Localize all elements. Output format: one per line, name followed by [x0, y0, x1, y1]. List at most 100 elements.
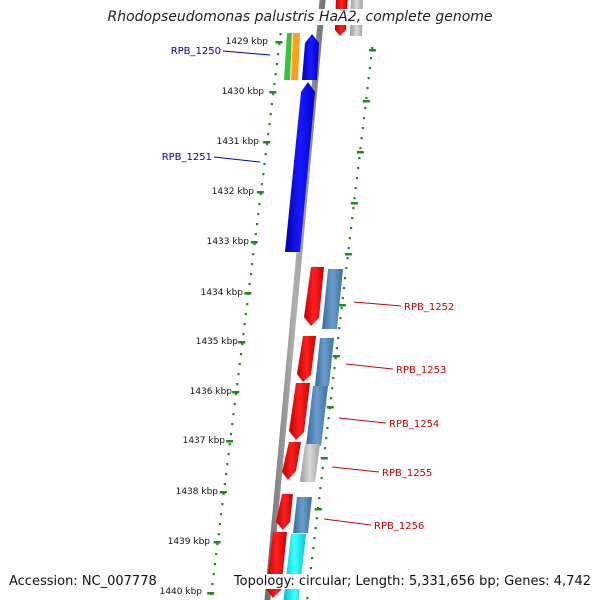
ring-dot: [358, 157, 361, 160]
ring-dot: [277, 53, 280, 56]
dotted-ring-left: [210, 33, 282, 596]
ring-dot: [347, 247, 350, 250]
major-tick: [275, 41, 283, 44]
gene-label-rpb1256[interactable]: RPB_1256: [374, 521, 424, 532]
ring-dot: [368, 67, 371, 70]
ring-dot: [243, 323, 246, 326]
major-tick: [338, 304, 346, 307]
kbp-label-1440: 1440 kbp: [160, 587, 203, 597]
ring-dot: [248, 283, 251, 286]
reverse-features: [266, 267, 343, 600]
major-tick: [356, 151, 364, 154]
ring-dot: [254, 233, 257, 236]
gene-rpb1256-red: [276, 494, 293, 530]
ring-dot: [221, 503, 224, 506]
ring-dot: [318, 497, 321, 500]
major-tick: [244, 292, 252, 295]
ring-dot: [218, 523, 221, 526]
ring-dot: [324, 447, 327, 450]
major-tick: [368, 49, 376, 52]
ring-dot: [353, 197, 356, 200]
gene-rpb1250-body: [302, 34, 319, 80]
ring-dot: [333, 367, 336, 370]
leader-rpb1251: [213, 156, 261, 163]
ring-dot: [365, 97, 368, 100]
ring-dot: [344, 277, 347, 280]
ring-dot: [366, 87, 369, 90]
kbp-label-1434: 1434 kbp: [201, 288, 244, 298]
gene-rpb1254-cds: [306, 386, 328, 446]
gene-label-rpb1252[interactable]: RPB_1252: [404, 302, 454, 313]
leader-rpb1256: [323, 518, 372, 526]
ring-dot: [325, 437, 328, 440]
kbp-label-1431: 1431 kbp: [217, 137, 260, 147]
ring-dot: [339, 317, 342, 320]
gene-rpb1253-red: [297, 336, 316, 382]
ring-dot: [327, 417, 330, 420]
major-tick: [238, 341, 246, 344]
major-tick: [232, 391, 240, 394]
ring-dot: [312, 547, 315, 550]
ring-dot: [267, 133, 270, 136]
ring-dot: [260, 183, 264, 186]
gene-label-rpb1254[interactable]: RPB_1254: [389, 419, 439, 430]
ring-dot: [269, 113, 272, 116]
major-tick: [219, 491, 227, 494]
rrna-green-bar: [284, 33, 292, 80]
major-tick: [332, 355, 340, 358]
ring-dot: [239, 353, 243, 356]
label-leaders: [213, 50, 402, 526]
topology-text: Topology: circular; Length: 5,331,656 bp…: [233, 574, 591, 589]
ring-dot: [337, 337, 340, 340]
ring-dot: [263, 163, 266, 166]
ring-dot: [314, 527, 317, 530]
ring-dot: [357, 167, 360, 170]
ring-dot: [362, 117, 366, 120]
gene-label-rpb1251[interactable]: RPB_1251: [162, 152, 212, 163]
gene-label-rpb1253[interactable]: RPB_1253: [396, 365, 446, 376]
kbp-label-1433: 1433 kbp: [207, 237, 250, 247]
kbp-labels: 1429 kbp 1430 kbp 1431 kbp 1432 kbp 1433…: [160, 37, 269, 597]
ring-dot: [256, 223, 259, 226]
ring-dot: [236, 383, 239, 386]
ring-dot: [215, 553, 218, 556]
gene-rpb1256-cds: [293, 497, 312, 533]
leader-rpb1254: [338, 417, 387, 424]
ring-dot: [319, 487, 322, 490]
ring-dot: [253, 243, 256, 246]
ring-dot: [326, 427, 329, 430]
ring-dot: [331, 387, 334, 390]
gene-label-rpb1255[interactable]: RPB_1255: [382, 468, 432, 479]
backbone: [264, 0, 326, 600]
ring-dot: [217, 533, 220, 536]
major-tick: [344, 253, 352, 256]
kbp-label-1435: 1435 kbp: [196, 337, 239, 347]
major-tick: [362, 100, 370, 103]
ring-dot: [265, 143, 269, 146]
ring-dot: [272, 93, 275, 96]
ring-dot: [329, 397, 333, 400]
kbp-label-1436: 1436 kbp: [190, 387, 233, 397]
ring-dot: [258, 203, 261, 206]
ring-dot: [226, 463, 229, 466]
major-tick: [314, 508, 322, 511]
rrna-orange-bar: [291, 33, 300, 80]
ring-dot: [241, 343, 244, 346]
gene-label-rpb1250[interactable]: RPB_1250: [171, 46, 221, 57]
ring-dot: [345, 267, 348, 270]
ring-dot: [244, 313, 247, 316]
ring-dot: [332, 377, 335, 380]
major-tick: [350, 202, 358, 205]
gene-rpb1251-body: [285, 82, 315, 252]
kbp-label-1438: 1438 kbp: [176, 487, 219, 497]
major-tick: [256, 191, 264, 194]
ring-dot: [371, 47, 374, 50]
ring-dot: [233, 403, 236, 406]
ring-dot: [334, 357, 337, 360]
ring-dot: [320, 477, 323, 480]
ring-dot: [335, 347, 338, 350]
major-tick: [263, 141, 271, 144]
ring-dot: [223, 483, 226, 486]
ring-dot: [275, 63, 278, 66]
